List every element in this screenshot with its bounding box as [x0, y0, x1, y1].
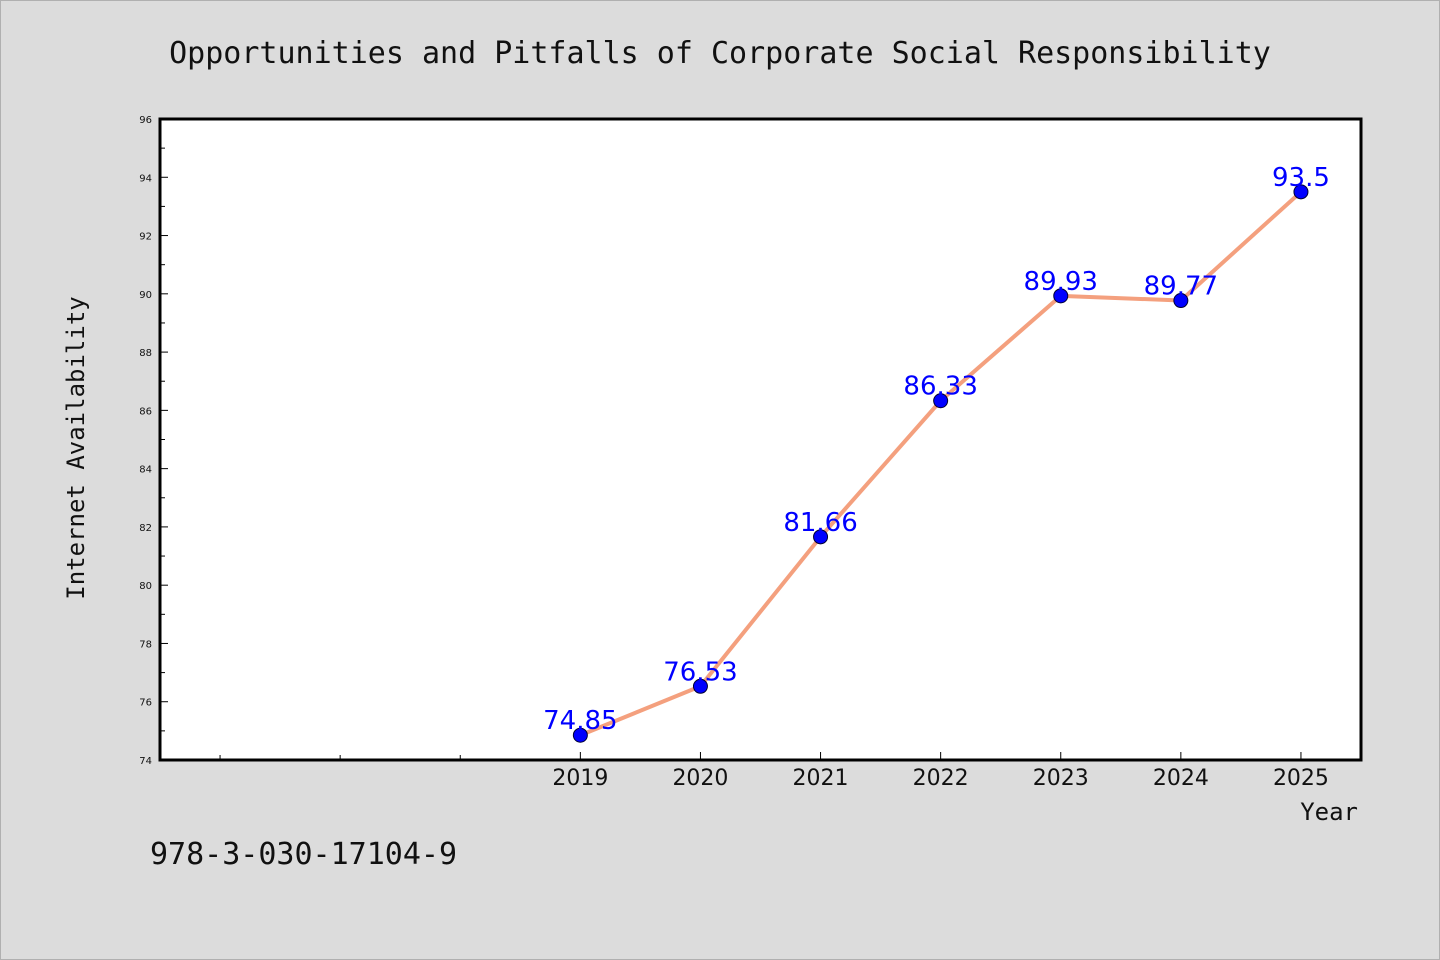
isbn-text: 978-3-030-17104-9: [150, 837, 457, 872]
data-point: [1173, 293, 1189, 309]
data-point: [813, 529, 829, 545]
y-tick-label: 84: [139, 465, 152, 476]
y-tick-label: 86: [139, 406, 152, 417]
data-point: [933, 393, 949, 409]
data-point: [572, 727, 588, 743]
data-point: [1053, 288, 1069, 304]
data-label: 93.5: [1272, 163, 1330, 193]
y-tick-label: 78: [139, 639, 152, 650]
x-tick-label: 2024: [1153, 766, 1209, 791]
plot-area: [158, 117, 1363, 762]
y-axis-label: Internet Availability: [62, 296, 90, 599]
chart-title: Opportunities and Pitfalls of Corporate …: [169, 36, 1271, 71]
y-tick-label: 82: [139, 523, 152, 534]
data-point: [1293, 184, 1309, 200]
y-tick-label: 94: [139, 173, 152, 184]
y-tick-label: 92: [139, 232, 152, 243]
x-tick-label: 2025: [1273, 766, 1329, 791]
data-label: 89.93: [1024, 267, 1098, 297]
y-tick-label: 88: [139, 348, 152, 359]
x-tick-label: 2021: [793, 766, 849, 791]
y-tick-label: 96: [139, 115, 152, 126]
y-axis-ticks: 74 76 78 80 82 84 86 88 90 92 94 96: [139, 115, 168, 767]
data-label: 86.33: [903, 372, 977, 402]
y-tick-label: 80: [139, 581, 152, 592]
x-tick-label: 2019: [552, 766, 608, 791]
series-internet-availability: 74.85 76.53 81.66 86.33 89.93 89.77 93.5: [543, 163, 1330, 743]
data-label: 74.85: [543, 706, 617, 736]
x-tick-label: 2023: [1033, 766, 1089, 791]
y-tick-label: 74: [139, 756, 152, 767]
data-label: 89.77: [1144, 272, 1218, 302]
data-label: 81.66: [783, 508, 857, 538]
y-tick-label: 90: [139, 290, 152, 301]
x-tick-label: 2022: [913, 766, 969, 791]
x-tick-label: 2020: [672, 766, 728, 791]
y-tick-label: 76: [139, 698, 152, 709]
data-point: [692, 678, 708, 694]
data-label: 76.53: [663, 657, 737, 687]
x-axis-ticks: 2019 2020 2021 2022 2023 2024 2025: [219, 752, 1329, 791]
x-axis-label: Year: [1300, 798, 1358, 826]
